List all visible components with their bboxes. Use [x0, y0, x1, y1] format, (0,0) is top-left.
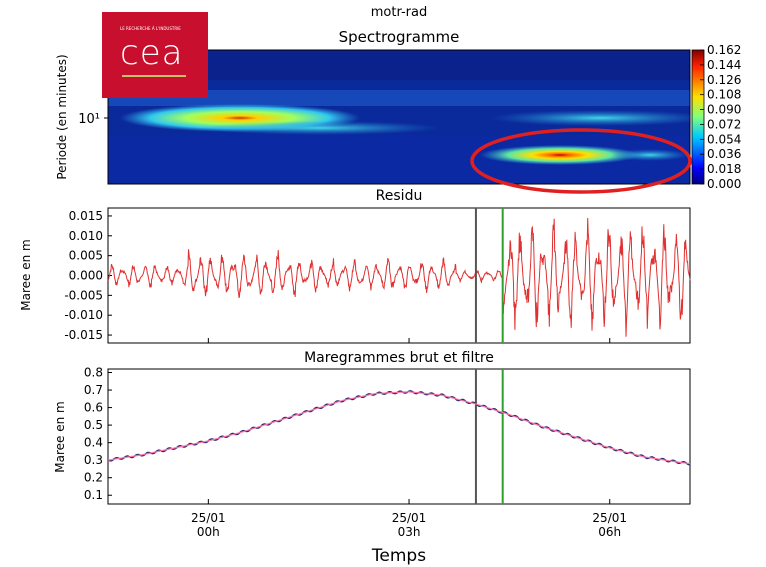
maregramme-line [107, 391, 691, 465]
colorbar-tick-label: 0.162 [707, 43, 741, 57]
spectrogram-image [108, 50, 690, 184]
ytick-label: 0.4 [84, 436, 103, 450]
residu-series [107, 217, 691, 337]
ytick-label: -0.005 [64, 288, 103, 302]
xtick-label: 25/01 [191, 511, 226, 525]
colorbar-tick-label: 0.000 [707, 177, 741, 191]
spectrogram-hotspot [610, 149, 690, 161]
spectrogram-ylabel: Periode (en minutes) [55, 54, 69, 179]
ytick-label: 0.7 [84, 383, 103, 397]
ytick-label: -0.010 [64, 308, 103, 322]
maregramme-ylabel: Maree en m [53, 401, 67, 472]
residu-ylabel: Maree en m [19, 239, 33, 310]
maregramme-series [107, 390, 691, 466]
figure-suptitle: motr-rad [371, 5, 427, 20]
cea-logo: LE RECHERCHE À L'INDUSTRIE cea [102, 12, 208, 98]
spectrogram-ytick: 10¹ [78, 112, 100, 127]
logo-tagline: LE RECHERCHE À L'INDUSTRIE [120, 26, 181, 31]
ytick-label: 0.010 [69, 229, 103, 243]
residu-axes [107, 207, 691, 344]
highlight-ellipse [470, 128, 692, 194]
xtick-label: 03h [398, 525, 421, 539]
maregramme-axes [107, 368, 691, 505]
ytick-label: 0.000 [69, 269, 103, 283]
ytick-label: 0.6 [84, 401, 103, 415]
xtick-label: 00h [197, 525, 220, 539]
maregramme-line [107, 390, 690, 466]
colorbar-tick-label: 0.144 [707, 58, 741, 72]
colorbar-tick-label: 0.090 [707, 103, 741, 117]
ytick-label: 0.2 [84, 471, 103, 485]
residu-yticks: 0.015 0.010 0.005 0.000 -0.005 -0.010 -0.015 [64, 209, 112, 342]
spectrogram-hotspot [200, 121, 440, 135]
maregramme-yticks: 0.8 0.7 0.6 0.5 0.4 0.3 0.2 0.1 [84, 366, 112, 502]
ytick-label: 0.015 [69, 209, 103, 223]
ytick-label: 0.5 [84, 418, 103, 432]
residu-line [107, 217, 691, 337]
xtick-label: 06h [598, 525, 621, 539]
spectrogram-title: Spectrogramme [339, 28, 460, 46]
colorbar [691, 49, 705, 185]
logo-wordmark: cea [120, 33, 184, 73]
ytick-label: -0.015 [64, 328, 103, 342]
residu-title: Residu [376, 188, 423, 204]
x-axis-label: Temps [371, 546, 426, 566]
colorbar-tick-label: 0.036 [707, 147, 741, 161]
colorbar-tick-label: 0.054 [707, 132, 741, 146]
residu-panel: Residu 0.015 0.010 0.005 0.000 -0.005 -0.010 -… [19, 188, 691, 344]
maregramme-title: Maregrammes brut et filtre [304, 350, 494, 366]
colorbar-tick-label: 0.108 [707, 88, 741, 102]
xtick-label: 25/01 [392, 511, 427, 525]
logo-underline [122, 75, 186, 77]
spectrogram-hotspot [480, 145, 640, 165]
ytick-label: 0.8 [84, 366, 103, 380]
colorbar-tick-label: 0.018 [707, 162, 741, 176]
spectrogram-hotspot [490, 110, 690, 126]
colorbar-tick-label: 0.072 [707, 117, 741, 131]
colorbar-ticks: 0.0000.0180.0360.0540.0720.0900.1080.126… [700, 43, 741, 191]
colorbar-tick-label: 0.126 [707, 73, 741, 87]
residu-vlines [474, 208, 504, 343]
ytick-label: 0.3 [84, 453, 103, 467]
ytick-label: 0.1 [84, 488, 103, 502]
maregramme-panel: Maregrammes brut et filtre 0.80.70.60.50… [53, 350, 691, 505]
spectrogram-panel: Spectrogramme 10¹ Periode (en minutes) 0… [55, 28, 741, 194]
ytick-label: 0.005 [69, 249, 103, 263]
maregramme-vlines [474, 369, 504, 504]
xtick-label: 25/01 [592, 511, 627, 525]
